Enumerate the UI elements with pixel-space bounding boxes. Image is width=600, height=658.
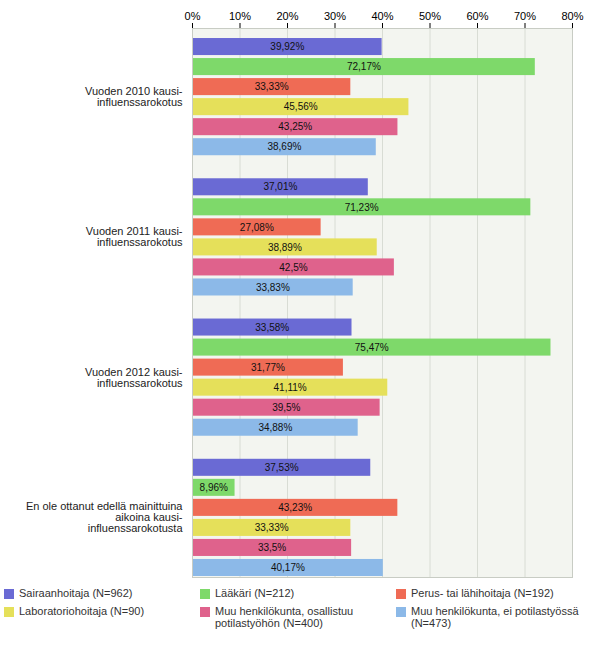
svg-text:38,89%: 38,89% [268, 242, 302, 253]
html-text:Perus- tai lähihoitaja (N=192): Perus- tai lähihoitaja (N=192) [411, 587, 554, 599]
svg-text:31,77%: 31,77% [251, 362, 285, 373]
svg-text:33,58%: 33,58% [255, 322, 289, 333]
svg-text:45,56%: 45,56% [284, 101, 318, 112]
svg-text:Vuoden 2010 kausi-influenssaro: Vuoden 2010 kausi-influenssarokotus [85, 85, 183, 108]
svg-text:40,17%: 40,17% [271, 562, 305, 573]
svg-text:27,08%: 27,08% [240, 222, 274, 233]
svg-text:38,69%: 38,69% [267, 141, 301, 152]
svg-text:33,5%: 33,5% [258, 542, 286, 553]
svg-text:40%: 40% [371, 10, 393, 22]
svg-text:34,88%: 34,88% [258, 422, 292, 433]
svg-text:43,23%: 43,23% [278, 502, 312, 513]
svg-text:37,01%: 37,01% [263, 181, 297, 192]
svg-text:41,11%: 41,11% [274, 382, 307, 393]
svg-text:Vuoden 2012 kausi-influenssaro: Vuoden 2012 kausi-influenssarokotus [85, 366, 183, 389]
svg-text:71,23%: 71,23% [345, 202, 379, 213]
html-text:Muu henkilökunta, ei potilasty: Muu henkilökunta, ei potilastyössä (N=47… [411, 605, 579, 629]
svg-text:50%: 50% [419, 10, 441, 22]
svg-text:0%: 0% [185, 10, 201, 22]
svg-text:39,92%: 39,92% [270, 41, 304, 52]
html-text:Muu henkilökunta, osallistuu p: Muu henkilökunta, osallistuu potilastyöh… [215, 605, 354, 629]
svg-text:8,96%: 8,96% [200, 482, 228, 493]
svg-text:33,83%: 33,83% [256, 282, 290, 293]
svg-text:72,17%: 72,17% [347, 61, 381, 72]
html-text:Sairaanhoitaja (N=962): Sairaanhoitaja (N=962) [19, 587, 133, 599]
svg-text:80%: 80% [561, 10, 583, 22]
html-text:Laboratoriohoitaja (N=90): Laboratoriohoitaja (N=90) [19, 605, 145, 617]
svg-text:33,33%: 33,33% [255, 81, 289, 92]
svg-text:39,5%: 39,5% [272, 402, 300, 413]
svg-text:20%: 20% [276, 10, 298, 22]
svg-text:33,33%: 33,33% [255, 522, 289, 533]
svg-text:Vuoden 2011 kausi-influenssaro: Vuoden 2011 kausi-influenssarokotus [86, 225, 183, 248]
svg-text:75,47%: 75,47% [355, 342, 389, 353]
svg-text:En ole ottanut edellä mainittu: En ole ottanut edellä mainittuinaaikoina… [26, 500, 183, 534]
svg-text:10%: 10% [229, 10, 251, 22]
svg-text:60%: 60% [466, 10, 488, 22]
html-text:Lääkäri (N=212): Lääkäri (N=212) [215, 587, 295, 599]
svg-text:37,53%: 37,53% [265, 462, 299, 473]
svg-text:43,25%: 43,25% [278, 121, 312, 132]
svg-text:42,5%: 42,5% [279, 262, 307, 273]
svg-text:70%: 70% [514, 10, 536, 22]
svg-text:30%: 30% [324, 10, 346, 22]
